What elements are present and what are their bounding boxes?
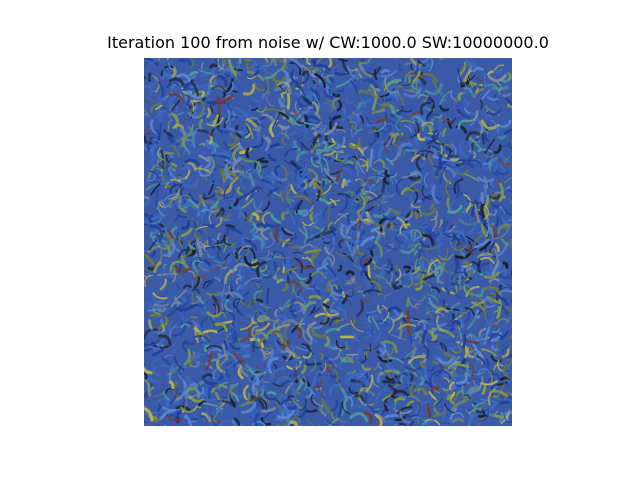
- texture-canvas: [144, 58, 512, 426]
- figure-title: Iteration 100 from noise w/ CW:1000.0 SW…: [107, 33, 549, 52]
- stylized-noise-image: [144, 58, 512, 426]
- brush-strokes: [144, 58, 512, 426]
